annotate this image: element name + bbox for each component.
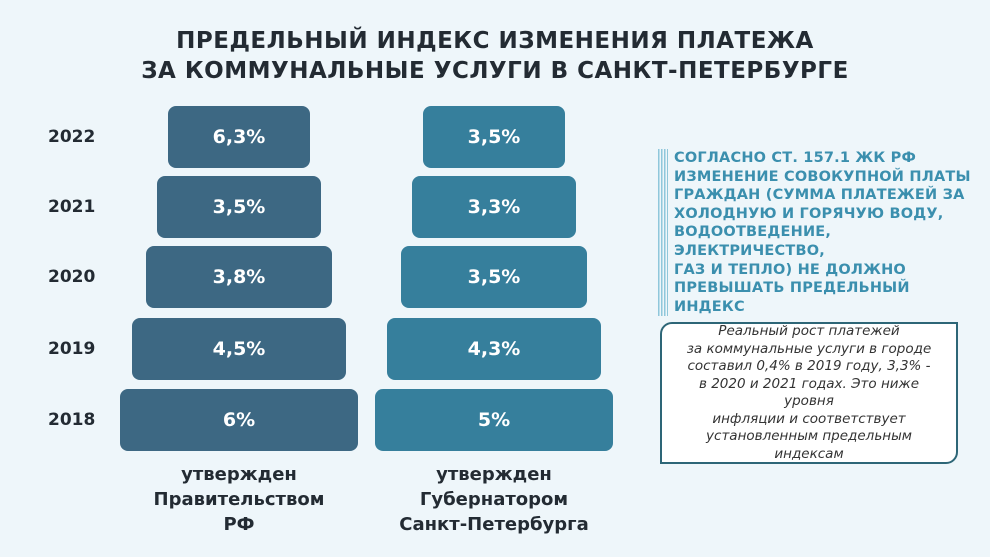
title-line-1: ПРЕДЕЛЬНЫЙ ИНДЕКС ИЗМЕНЕНИЯ ПЛАТЕЖА <box>176 28 814 54</box>
bar-governor-2021: 3,3% <box>412 176 576 238</box>
year-label: 2022 <box>48 127 96 147</box>
series-label-line: утвержден <box>181 464 297 485</box>
bar-governor-2018: 5% <box>375 389 613 451</box>
series-label-government: утвержден Правительством РФ <box>119 462 359 537</box>
legal-note-line: ГРАЖДАН (СУММА ПЛАТЕЖЕЙ ЗА <box>674 187 965 204</box>
real-growth-line: за коммунальные услуги в городе <box>686 340 932 357</box>
bar-government-2021: 3,5% <box>157 176 321 238</box>
title-line-2: ЗА КОММУНАЛЬНЫЕ УСЛУГИ В САНКТ-ПЕТЕРБУРГ… <box>141 58 849 84</box>
bar-government-2022: 6,3% <box>168 106 310 168</box>
real-growth-line: установленным предельным <box>706 428 912 444</box>
page-title: ПРЕДЕЛЬНЫЙ ИНДЕКС ИЗМЕНЕНИЯ ПЛАТЕЖА ЗА К… <box>0 26 990 86</box>
bar-governor-2022: 3,5% <box>423 106 565 168</box>
series-label-line: Правительством <box>153 489 325 510</box>
real-growth-line: составил 0,4% в 2019 году, 3,3% - <box>687 358 931 374</box>
real-growth-line: Реальный рост платежей <box>718 323 900 339</box>
legal-note-line: ГАЗ И ТЕПЛО) НЕ ДОЛЖНО <box>674 261 906 278</box>
year-label: 2020 <box>48 267 96 287</box>
real-growth-line: инфляции и соответствует <box>712 410 906 427</box>
legal-note-line: СОГЛАСНО СТ. 157.1 ЖК РФ <box>674 150 917 166</box>
legal-note-line: ХОЛОДНУЮ И ГОРЯЧУЮ ВОДУ, <box>674 205 944 222</box>
bar-government-2019: 4,5% <box>132 318 346 380</box>
bar-governor-2020: 3,5% <box>401 246 587 308</box>
year-label: 2021 <box>48 197 96 217</box>
year-label: 2019 <box>48 339 96 359</box>
legal-note: СОГЛАСНО СТ. 157.1 ЖК РФ ИЗМЕНЕНИЕ СОВОК… <box>658 149 974 317</box>
bar-government-2018: 6% <box>120 389 358 451</box>
real-growth-line: индексам <box>774 445 844 462</box>
legal-note-line: ИЗМЕНЕНИЕ СОВОКУПНОЙ ПЛАТЫ <box>674 168 971 185</box>
note-stripes-decoration <box>658 149 668 317</box>
series-label-line: Губернатором <box>419 489 569 510</box>
series-label-line: РФ <box>223 514 255 535</box>
bar-governor-2019: 4,3% <box>387 318 601 380</box>
year-label: 2018 <box>48 410 96 430</box>
bar-government-2020: 3,8% <box>146 246 332 308</box>
real-growth-note: Реальный рост платежей за коммунальные у… <box>660 322 958 464</box>
series-label-line: утвержден <box>436 464 552 485</box>
legal-note-line: ПРЕВЫШАТЬ ПРЕДЕЛЬНЫЙ ИНДЕКС <box>674 280 910 315</box>
real-growth-line: в 2020 и 2021 годах. Это ниже уровня <box>698 375 920 410</box>
series-label-line: Санкт-Петербурга <box>399 514 589 535</box>
legal-note-line: ВОДООТВЕДЕНИЕ, ЭЛЕКТРИЧЕСТВО, <box>674 224 832 259</box>
series-label-governor: утвержден Губернатором Санкт-Петербурга <box>374 462 614 537</box>
